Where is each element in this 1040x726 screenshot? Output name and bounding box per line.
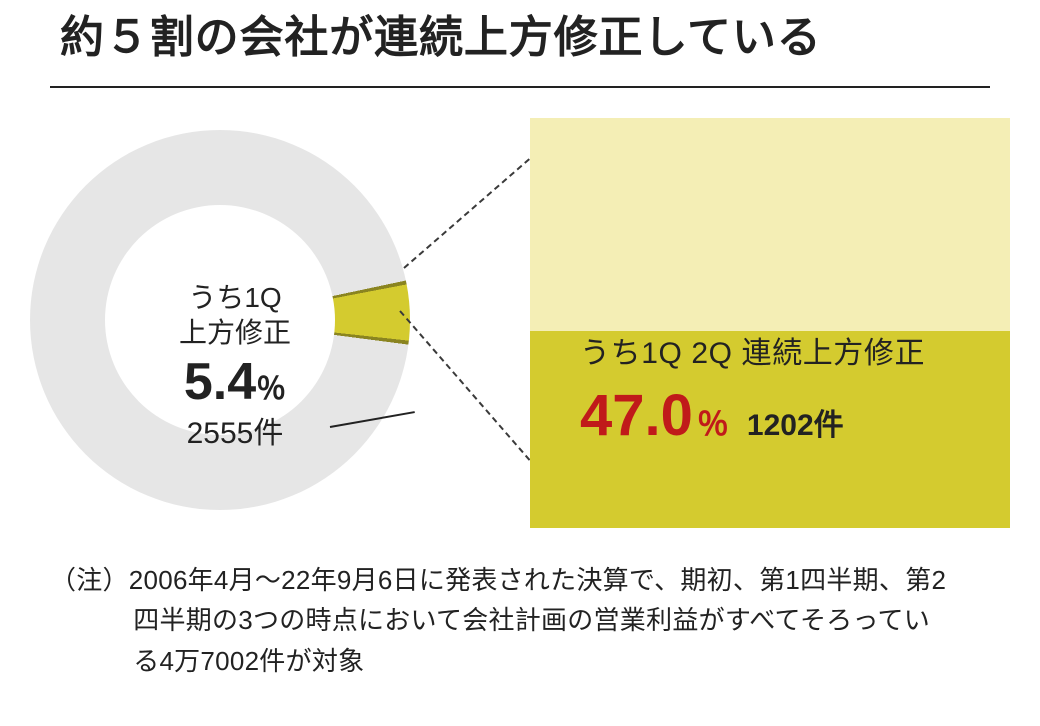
donut-label-pct-unit: ％ xyxy=(256,373,286,406)
donut-label-pct: 5.4％ xyxy=(135,350,335,415)
explode-text-bigunit: ％ xyxy=(697,406,729,442)
donut-label-line1: うち1Q xyxy=(135,280,335,315)
explode-dash-top xyxy=(403,158,530,268)
explode-panel-top xyxy=(530,118,1010,331)
footnote: （注）2006年4月〜22年9月6日に発表された決算で、期初、第1四半期、第2四… xyxy=(50,560,950,681)
donut-label-line2: 上方修正 xyxy=(135,315,335,350)
explode-text-line2: 47.0％ 1202件 xyxy=(580,375,925,456)
footnote-text: （注）2006年4月〜22年9月6日に発表された決算で、期初、第1四半期、第2四… xyxy=(50,560,950,681)
donut-chart: うち1Q 上方修正 5.4％ 2555件 xyxy=(30,130,410,510)
title-rule xyxy=(50,86,990,88)
page-title: 約５割の会社が連続上方修正している xyxy=(60,12,980,65)
explode-text-bignum: 47.0 xyxy=(580,383,693,448)
donut-label-count: 2555件 xyxy=(135,415,335,453)
explode-text: うち1Q 2Q 連続上方修正 47.0％ 1202件 xyxy=(580,333,925,456)
donut-label-pct-num: 5.4 xyxy=(184,353,256,411)
donut-slice-label: うち1Q 上方修正 5.4％ 2555件 xyxy=(135,280,335,453)
explode-text-count: 1202件 xyxy=(747,409,844,442)
explode-panel: うち1Q 2Q 連続上方修正 47.0％ 1202件 xyxy=(530,118,1010,528)
explode-text-line1: うち1Q 2Q 連続上方修正 xyxy=(580,333,925,375)
